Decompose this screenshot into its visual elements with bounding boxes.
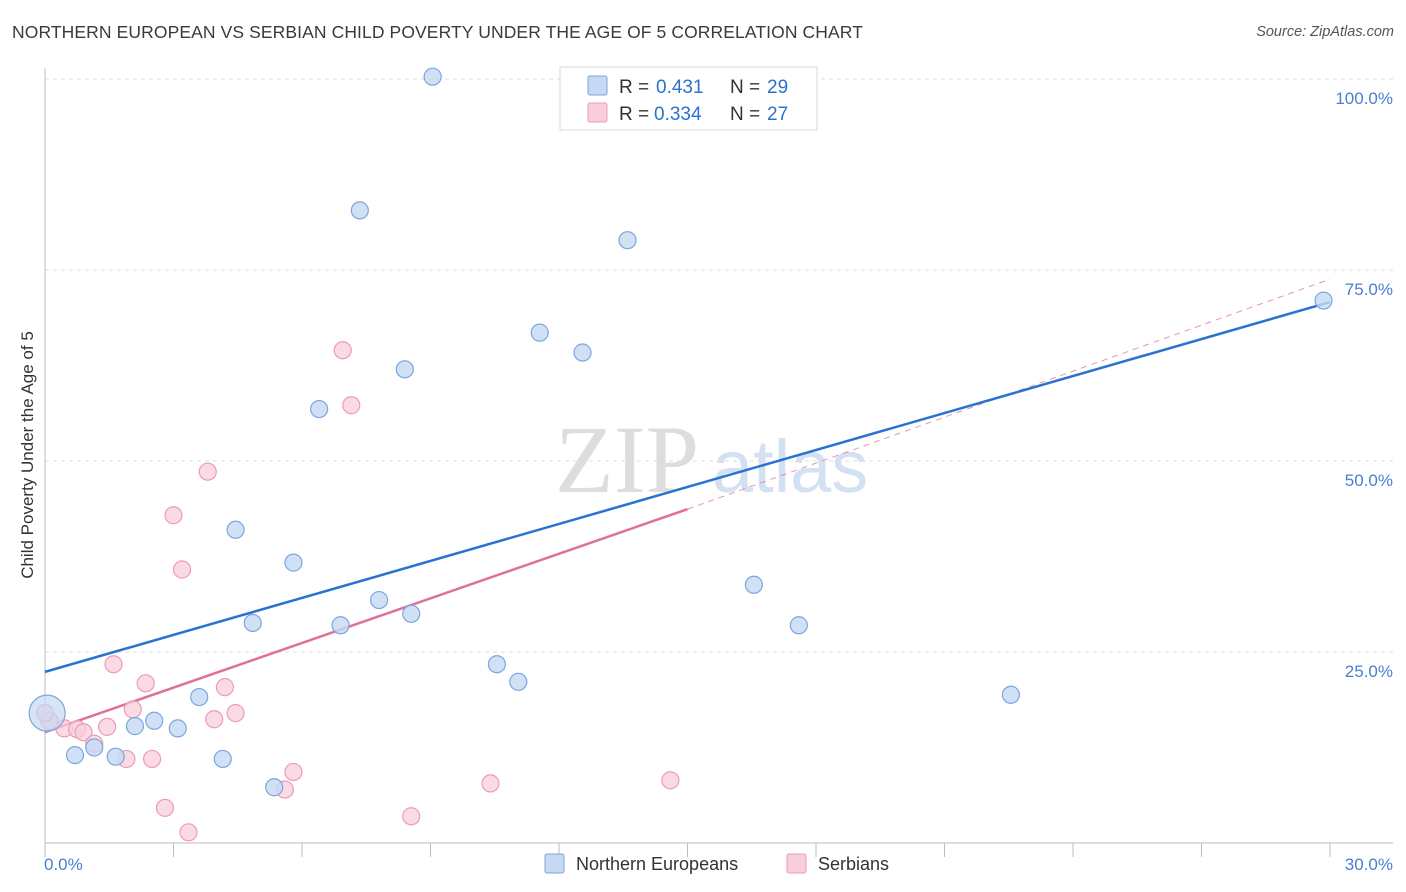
- serbians-point: [284, 762, 303, 782]
- serbians-point: [74, 723, 93, 742]
- legend-swatch-pink: [587, 102, 608, 123]
- northern-europeans-point: [85, 738, 104, 757]
- serbians-point: [123, 700, 142, 719]
- serbians-point: [215, 678, 234, 697]
- northern-europeans-point: [243, 613, 262, 633]
- legend-swatch-blue: [587, 75, 608, 96]
- northern-europeans-point: [145, 711, 164, 730]
- legend-n-label-1: N =: [730, 77, 760, 98]
- bottom-legend-label-northern-europeans: Northern Europeans: [576, 854, 738, 874]
- northern-europeans-point: [168, 719, 187, 738]
- y-tick-label-50: 50.0%: [1345, 471, 1393, 490]
- northern-europeans-point: [789, 616, 808, 635]
- y-tick-label-25: 25.0%: [1345, 662, 1393, 681]
- legend-r-value-2: 0.334: [654, 104, 702, 125]
- correlation-legend: R = 0.431 N = 29 R = 0.334 N = 27: [559, 66, 818, 131]
- legend-r-label-1: R =: [619, 77, 649, 98]
- legend-r-label-2: R =: [619, 104, 649, 125]
- trendlines: [44, 278, 1331, 734]
- y-tick-label-75: 75.0%: [1345, 280, 1393, 299]
- northern-europeans-point: [310, 399, 329, 419]
- northern-europeans-point: [1001, 685, 1020, 704]
- x-tick-label-30: 30.0%: [1345, 855, 1393, 874]
- gridlines: [45, 78, 1393, 653]
- northern-europeans-point: [226, 520, 245, 539]
- serbians-point: [226, 704, 245, 723]
- serbians-point: [333, 341, 352, 360]
- watermark: ZIP atlas: [555, 406, 868, 513]
- serbians-point: [342, 396, 361, 415]
- northern-europeans-point: [423, 67, 442, 86]
- northern-europeans-point: [28, 694, 66, 732]
- northern-europeans-point: [509, 672, 528, 691]
- northern-europeans-point: [744, 575, 763, 594]
- trendline-northern-europeans: [44, 300, 1331, 674]
- serbians-point: [198, 462, 217, 481]
- series-legend: Northern Europeans Serbians: [544, 853, 889, 874]
- legend-n-value-2: 27: [767, 104, 788, 125]
- northern-europeans-point: [190, 687, 209, 707]
- serbians-point: [98, 717, 117, 736]
- northern-europeans-point: [370, 590, 389, 610]
- bottom-legend-swatch-blue: [544, 853, 565, 874]
- serbians-point: [179, 823, 198, 842]
- northern-europeans-point: [125, 717, 145, 736]
- y-tick-label-100: 100.0%: [1335, 89, 1393, 108]
- serbians-point: [104, 655, 123, 674]
- bottom-legend-label-serbians: Serbians: [818, 854, 889, 874]
- northern-europeans-point: [530, 323, 549, 342]
- watermark-atlas: atlas: [712, 425, 868, 508]
- northern-europeans-point: [618, 231, 637, 250]
- serbians-point: [402, 807, 421, 826]
- chart-title: NORTHERN EUROPEAN VS SERBIAN CHILD POVER…: [12, 22, 863, 42]
- serbians-point: [142, 749, 162, 769]
- serbians-point: [481, 774, 500, 793]
- northern-europeans-point: [1314, 291, 1333, 310]
- northern-europeans-point: [284, 553, 303, 572]
- legend-n-value-1: 29: [767, 77, 788, 98]
- northern-europeans-point: [65, 746, 85, 765]
- northern-europeans-point: [487, 655, 506, 674]
- serbians-point: [205, 710, 224, 729]
- northern-europeans-point: [106, 747, 125, 766]
- serbians-point: [155, 798, 175, 817]
- northern-europeans-points: [28, 67, 1333, 797]
- y-axis-label: Child Poverty Under the Age of 5: [18, 331, 37, 579]
- serbians-point: [164, 506, 183, 525]
- legend-n-label-2: N =: [730, 104, 760, 125]
- legend-r-value-1: 0.431: [656, 77, 704, 98]
- source-credit: Source: ZipAtlas.com: [1256, 24, 1394, 40]
- northern-europeans-point: [213, 749, 232, 769]
- serbians-point: [661, 771, 680, 790]
- northern-europeans-point: [265, 778, 284, 797]
- northern-europeans-point: [402, 604, 421, 623]
- serbians-point: [136, 674, 155, 693]
- serbians-point: [172, 560, 192, 579]
- watermark-zip: ZIP: [555, 406, 699, 513]
- northern-europeans-point: [573, 343, 592, 362]
- northern-europeans-point: [331, 616, 350, 635]
- northern-europeans-point: [395, 360, 414, 379]
- northern-europeans-point: [350, 201, 369, 220]
- bottom-legend-swatch-pink: [786, 853, 807, 874]
- trendline-serbians: [44, 507, 688, 734]
- x-tick-label-0: 0.0%: [44, 855, 83, 874]
